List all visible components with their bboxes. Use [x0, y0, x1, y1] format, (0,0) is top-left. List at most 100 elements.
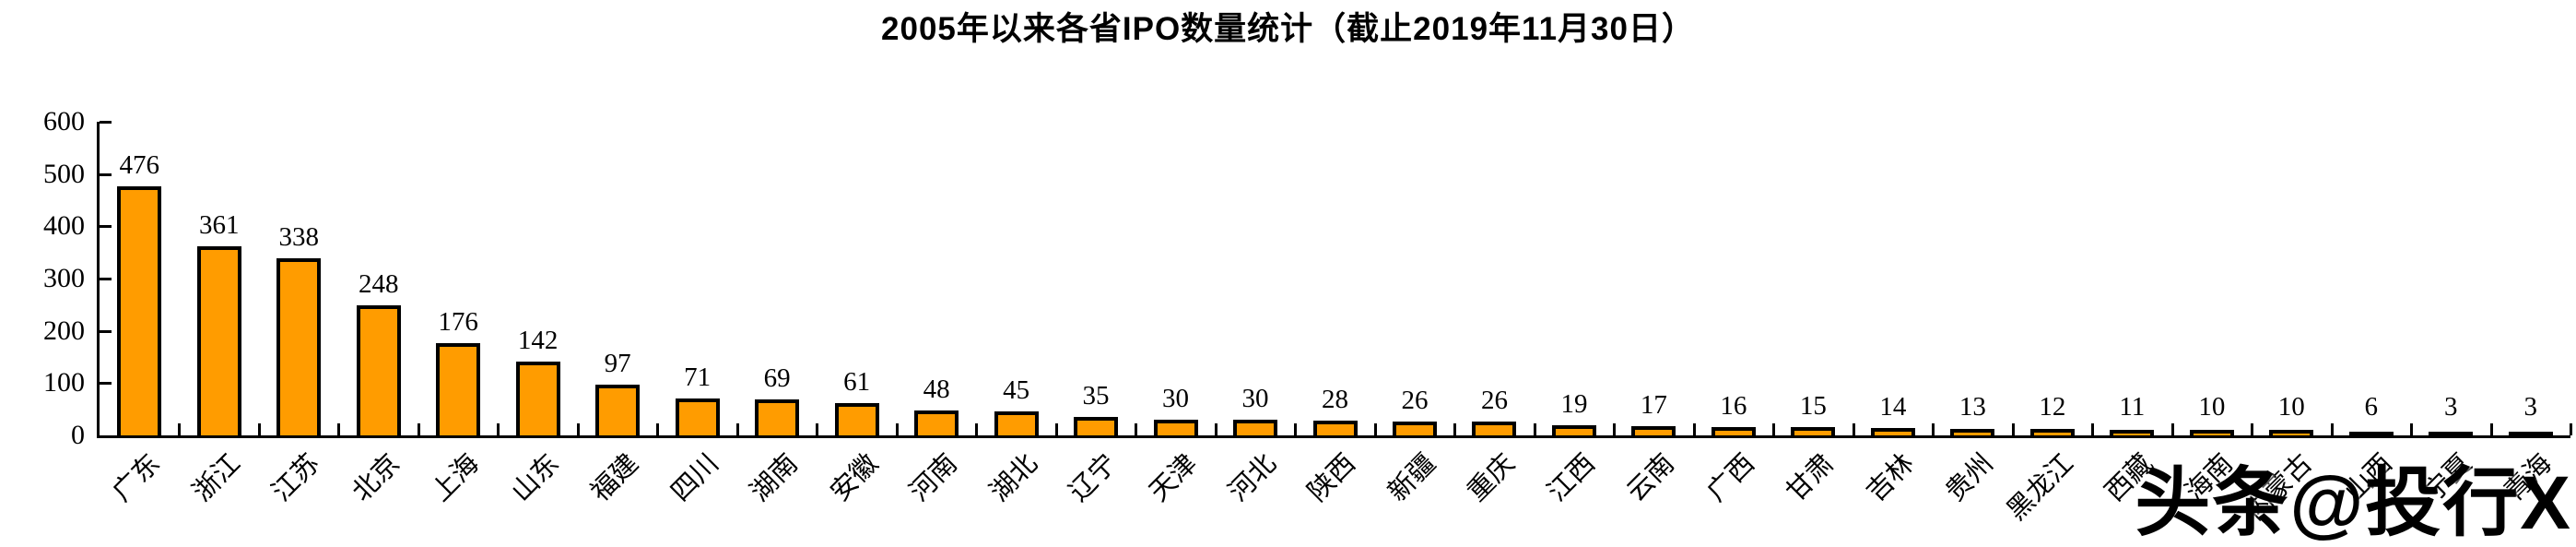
bar: [1233, 420, 1278, 435]
bar: [1472, 422, 1517, 435]
bar-value-label: 61: [843, 367, 871, 397]
x-tick-label: 上海: [426, 448, 486, 507]
x-tick-label: 甘肃: [1781, 448, 1841, 507]
x-tick-label: 贵州: [1940, 448, 2000, 507]
bar: [436, 343, 481, 435]
x-axis-tick: [816, 423, 819, 435]
bar: [196, 246, 241, 435]
x-tick-label: 江苏: [266, 448, 326, 507]
x-tick-label: 安徽: [824, 448, 884, 507]
bar-value-label: 3: [2444, 392, 2458, 422]
bar-value-label: 6: [2364, 392, 2379, 422]
bar-value-label: 19: [1560, 389, 1588, 419]
x-axis-tick: [975, 423, 979, 435]
x-axis-tick: [2011, 423, 2015, 435]
bar-value-label: 26: [1401, 386, 1429, 415]
x-tick-label: 吉林: [1861, 448, 1920, 507]
bar-value-label: 361: [198, 210, 240, 240]
bar: [675, 398, 720, 435]
bar: [1153, 420, 1198, 435]
bar-value-label: 69: [763, 363, 791, 393]
x-tick-label: 重庆: [1462, 448, 1522, 507]
y-tick-label: 0: [71, 420, 85, 450]
y-tick-label: 300: [43, 263, 85, 293]
bar: [1312, 421, 1358, 435]
x-axis-tick: [257, 423, 261, 435]
y-axis-tick: [100, 382, 112, 386]
bar-value-label: 48: [923, 375, 950, 404]
y-tick-label: 100: [43, 367, 85, 398]
x-axis-tick: [1852, 423, 1855, 435]
x-tick-label: 云南: [1621, 448, 1681, 507]
bar-value-label: 15: [1799, 391, 1827, 421]
plot-area: 476 361 338 248 176 142 97 71 69 61 48 45 35 30 30 28 26…: [97, 121, 2572, 438]
x-axis-tick: [497, 423, 500, 435]
y-tick-label: 500: [43, 158, 85, 189]
bar: [994, 411, 1039, 435]
bar: [595, 385, 641, 435]
x-axis-tick: [1214, 423, 1217, 435]
bar-value-label: 338: [278, 222, 319, 252]
bar: [2269, 430, 2314, 435]
x-tick-label: 陕西: [1302, 448, 1362, 507]
bar: [755, 399, 800, 435]
chart-title: 2005年以来各省IPO数量统计（截止2019年11月30日）: [881, 11, 1695, 47]
x-tick-label: 浙江: [187, 448, 246, 507]
y-axis-tick: [100, 225, 112, 229]
bar-value-label: 30: [1241, 384, 1269, 413]
bar: [1392, 422, 1437, 435]
x-axis-tick: [2170, 423, 2174, 435]
x-axis-tick: [1135, 423, 1138, 435]
bar: [2348, 432, 2394, 435]
bar-value-label: 97: [604, 349, 631, 378]
x-axis-tick: [417, 423, 420, 435]
x-axis-tick: [337, 423, 341, 435]
x-axis-tick: [1453, 423, 1457, 435]
bar: [1631, 426, 1676, 435]
x-tick-label: 山东: [505, 448, 565, 507]
x-axis-tick: [2330, 423, 2334, 435]
x-tick-label: 福建: [585, 448, 645, 507]
x-tick-label: 河北: [1223, 448, 1282, 507]
x-axis-tick: [576, 423, 580, 435]
bar-value-label: 10: [2198, 392, 2226, 422]
x-tick-label: 新疆: [1382, 448, 1441, 507]
y-tick-label: 600: [43, 106, 85, 137]
watermark: 头条@投行X: [2135, 460, 2572, 545]
bar-value-label: 28: [1322, 385, 1348, 414]
bar: [1870, 428, 1915, 435]
bar-value-label: 248: [358, 269, 399, 299]
bar-value-label: 176: [438, 307, 478, 337]
x-axis-tick: [1294, 423, 1298, 435]
y-axis-tick: [100, 278, 112, 280]
y-tick-label: 400: [43, 210, 85, 242]
bar: [2508, 432, 2553, 435]
x-axis-tick: [1054, 423, 1058, 435]
bar-value-label: 11: [2119, 392, 2146, 422]
x-tick-label: 黑龙江: [2001, 448, 2079, 527]
bar: [1551, 425, 1596, 435]
bar: [834, 403, 879, 435]
x-tick-label: 河南: [904, 448, 964, 507]
y-tick-label: 200: [43, 315, 85, 346]
x-tick-label: 辽宁: [1064, 448, 1123, 507]
bar-value-label: 13: [1958, 392, 1986, 422]
bar-value-label: 30: [1162, 384, 1190, 413]
x-axis-tick: [1533, 423, 1536, 435]
y-axis-tick: [100, 172, 112, 176]
bar-value-label: 71: [684, 363, 712, 392]
bar: [2429, 432, 2474, 435]
bar: [1074, 417, 1119, 435]
x-tick-label: 广东: [107, 448, 167, 507]
bar-value-label: 10: [2277, 392, 2305, 422]
bar-value-label: 26: [1480, 386, 1508, 415]
bar: [1711, 427, 1756, 435]
x-axis-tick: [178, 423, 182, 435]
x-tick-label: 江西: [1542, 448, 1601, 507]
x-axis-tick: [895, 423, 899, 435]
x-axis-tick: [1772, 423, 1776, 435]
x-axis-tick: [2489, 423, 2493, 435]
x-axis-tick: [656, 423, 660, 435]
bar: [356, 305, 401, 435]
